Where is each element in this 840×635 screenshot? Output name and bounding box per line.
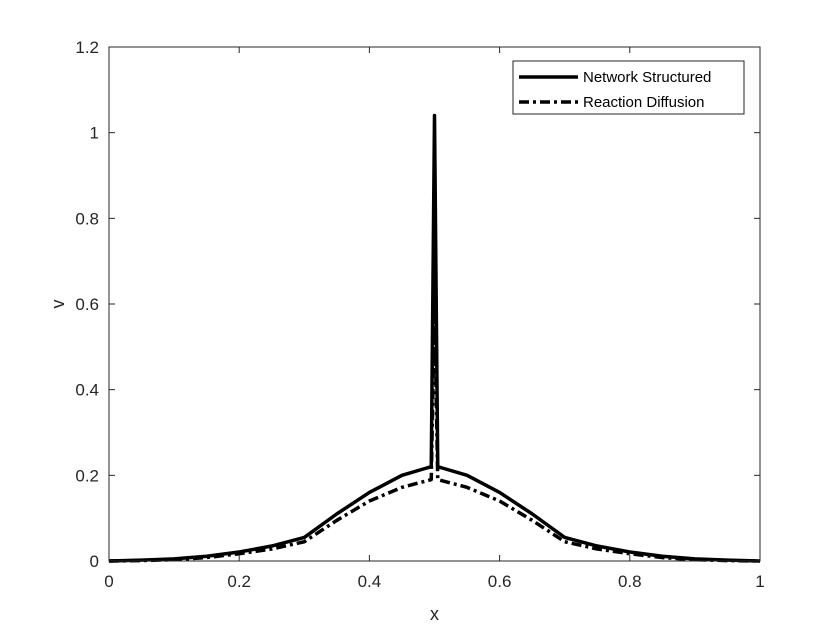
x-axis-title: x [430, 604, 439, 624]
legend-label-network-structured: Network Structured [583, 69, 711, 86]
x-tick-label: 0.6 [488, 572, 512, 591]
x-tick-label: 0.2 [227, 572, 251, 591]
plot-lines [108, 113, 761, 563]
y-tick-label: 0 [90, 552, 99, 571]
y-tick-label: 0.8 [75, 209, 99, 228]
y-tick-label: 0.4 [75, 381, 99, 400]
y-tick-label: 1 [90, 124, 99, 143]
x-tick-label: 1 [755, 572, 764, 591]
y-tick-label: 1.2 [75, 38, 99, 57]
x-tick-label: 0.4 [358, 572, 382, 591]
y-tick-label: 0.2 [75, 466, 99, 485]
legend-box [512, 60, 745, 115]
axis-ticks: 0 0.2 0.4 0.6 0.8 1 0 0.2 0.4 0.6 0.8 1 1.2 [75, 38, 764, 591]
y-axis-title: v [48, 300, 68, 309]
legend: Network Structured Reaction Diffusion [512, 60, 745, 115]
series-line-reaction-diffusion [108, 302, 761, 563]
x-tick-label: 0 [104, 572, 113, 591]
x-tick-label: 0.8 [618, 572, 642, 591]
legend-label-reaction-diffusion: Reaction Diffusion [583, 94, 704, 111]
y-tick-label: 0.6 [75, 295, 99, 314]
